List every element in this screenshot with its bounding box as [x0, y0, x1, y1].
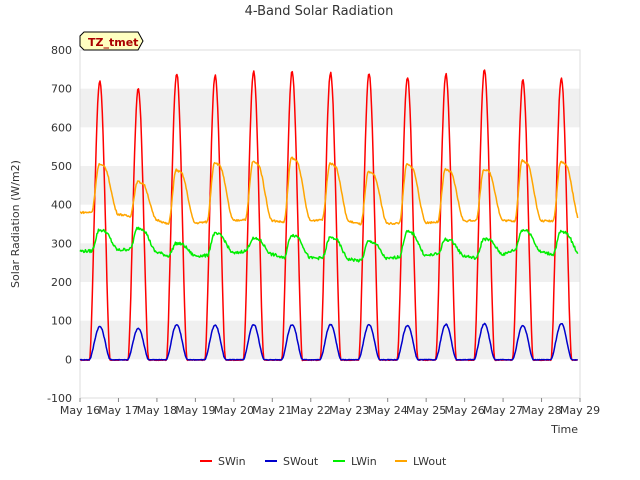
- legend-label: SWin: [218, 455, 246, 468]
- legend-item-swin: SWin: [200, 455, 246, 468]
- x-tick-label: May 29: [560, 404, 600, 417]
- plot-frame: [79, 49, 581, 399]
- x-tick-label: May 17: [98, 404, 138, 417]
- x-tick-label: May 21: [252, 404, 292, 417]
- series-line-swout: [79, 322, 578, 361]
- grid-band: [80, 166, 580, 205]
- y-tick-label: 300: [51, 237, 72, 250]
- y-tick-label: 400: [51, 199, 72, 212]
- x-axis-label: Time: [550, 423, 578, 436]
- y-tick-label: 100: [51, 315, 72, 328]
- y-axis-ticks: -100 0 100 200 300 400 500 600 700 800: [47, 44, 72, 405]
- y-tick-label: -100: [47, 392, 72, 405]
- legend-item-lwout: LWout: [395, 455, 447, 468]
- x-tick-label: May 24: [368, 404, 408, 417]
- x-tick-label: May 25: [406, 404, 446, 417]
- legend-item-swout: SWout: [265, 455, 319, 468]
- grid-band: [80, 243, 580, 282]
- y-tick-label: 700: [51, 83, 72, 96]
- legend-label: LWin: [351, 455, 377, 468]
- y-tick-label: 600: [51, 121, 72, 134]
- series-line-lwout: [79, 156, 579, 226]
- y-tick-label: 500: [51, 160, 72, 173]
- grid-bands: [80, 88, 580, 360]
- badge-label: TZ_tmet: [88, 36, 138, 49]
- grid-band: [80, 320, 580, 360]
- y-tick-label: 0: [65, 353, 72, 366]
- station-badge: TZ_tmet: [79, 31, 144, 51]
- x-tick-label: May 19: [175, 404, 215, 417]
- series-group: [79, 69, 579, 362]
- x-tick-label: May 26: [444, 404, 484, 417]
- x-tick-label: May 27: [483, 404, 523, 417]
- legend-item-lwin: LWin: [333, 455, 377, 468]
- legend: SWin SWout LWin LWout: [200, 455, 447, 468]
- series-line-lwin: [79, 226, 579, 263]
- y-tick-label: 800: [51, 44, 72, 57]
- badge-shape: [79, 31, 144, 51]
- y-axis-label: Solar Radiation (W/m2): [9, 160, 22, 288]
- x-tick-label: May 23: [329, 404, 369, 417]
- x-tick-label: May 22: [291, 404, 331, 417]
- grid-band: [80, 88, 580, 128]
- x-tick-label: May 18: [137, 404, 177, 417]
- chart-title: 4-Band Solar Radiation: [245, 4, 394, 19]
- legend-label: SWout: [283, 455, 319, 468]
- legend-label: LWout: [413, 455, 447, 468]
- x-tick-label: May 28: [521, 404, 561, 417]
- x-tick-label: May 16: [60, 404, 100, 417]
- x-tick-label: May 20: [214, 404, 254, 417]
- y-tick-label: 200: [51, 276, 72, 289]
